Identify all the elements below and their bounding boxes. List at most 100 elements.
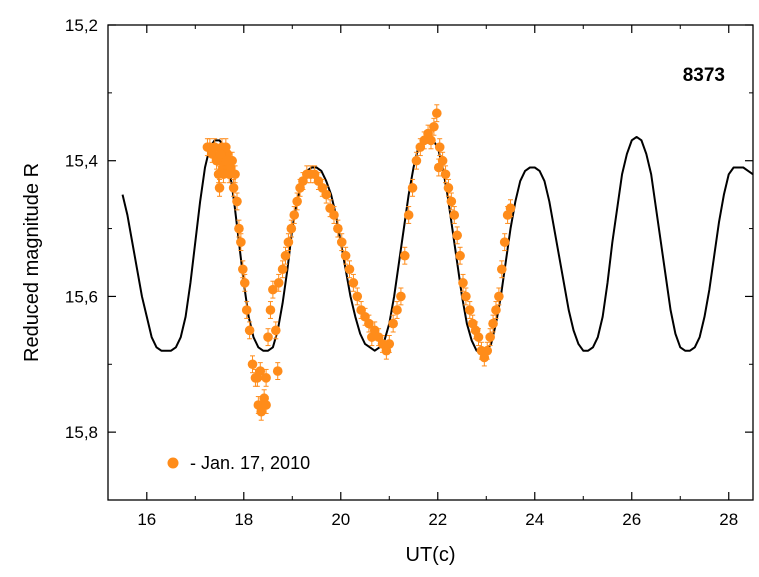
data-point <box>214 178 225 197</box>
plot-border <box>107 24 754 501</box>
data-point <box>433 158 444 177</box>
point-marker <box>464 305 475 315</box>
data-point <box>434 138 445 157</box>
point-marker <box>348 278 359 288</box>
data-point <box>263 328 273 347</box>
data-point <box>321 185 332 204</box>
point-marker <box>234 223 244 234</box>
data-point <box>461 287 471 306</box>
point-marker <box>396 291 406 302</box>
point-marker <box>283 237 294 247</box>
point-marker <box>485 332 495 342</box>
data-point <box>388 314 398 333</box>
x-tick-label: 22 <box>428 510 447 529</box>
point-marker <box>272 366 283 376</box>
data-point <box>364 314 374 333</box>
data-point <box>432 104 442 123</box>
data-point <box>473 328 484 347</box>
x-tick-label: 16 <box>137 510 156 529</box>
data-point <box>499 233 510 252</box>
data-point <box>392 301 402 319</box>
data-point <box>496 260 507 279</box>
point-marker <box>261 400 271 410</box>
point-marker <box>336 237 347 247</box>
data-point <box>411 151 422 170</box>
data-point <box>407 178 418 197</box>
data-point <box>455 246 465 265</box>
point-marker <box>446 196 457 207</box>
data-point <box>265 301 276 319</box>
data-point <box>209 138 220 157</box>
data-point <box>494 287 504 306</box>
point-marker <box>364 318 374 329</box>
data-point <box>384 335 395 353</box>
data-point <box>443 178 454 197</box>
data-point <box>348 273 359 292</box>
point-marker <box>344 264 355 275</box>
point-marker <box>499 237 510 247</box>
point-marker <box>241 305 252 315</box>
data-point <box>241 301 252 319</box>
data-point <box>329 206 339 224</box>
data-point <box>485 328 495 347</box>
data-point <box>505 199 516 218</box>
data-point <box>215 145 226 163</box>
observation-points <box>202 104 516 421</box>
point-marker <box>473 332 484 342</box>
data-point <box>277 260 288 279</box>
point-marker <box>407 183 418 193</box>
point-marker <box>340 250 351 261</box>
point-marker <box>215 149 226 159</box>
point-marker <box>388 318 398 329</box>
point-marker <box>209 142 220 152</box>
point-marker <box>440 169 451 180</box>
point-marker <box>333 223 343 234</box>
point-marker <box>239 278 250 288</box>
point-marker <box>443 183 454 193</box>
data-point <box>218 165 229 184</box>
data-point <box>283 233 294 252</box>
point-marker <box>218 169 229 180</box>
data-point <box>261 396 271 414</box>
data-point <box>491 301 501 319</box>
y-axis-title: Reduced magnitude R <box>21 163 43 362</box>
data-point <box>292 192 302 211</box>
data-point <box>344 260 355 279</box>
y-axis: 15,2 15,4 15,6 15,8 <box>65 16 753 442</box>
point-marker <box>268 284 278 295</box>
data-point <box>333 219 343 238</box>
data-point <box>426 131 436 150</box>
data-point <box>230 165 240 184</box>
data-point <box>464 301 475 319</box>
y-tick-label: 15,2 <box>65 16 98 35</box>
point-marker <box>458 278 468 288</box>
x-tick-label: 24 <box>525 510 544 529</box>
point-marker <box>488 318 498 329</box>
data-point <box>256 402 267 421</box>
data-point <box>289 206 300 224</box>
data-point <box>440 165 451 184</box>
data-point <box>232 192 242 211</box>
y-tick-label: 15,6 <box>65 287 98 306</box>
point-marker <box>230 169 240 180</box>
data-point <box>247 355 258 374</box>
point-marker <box>491 305 501 315</box>
data-point <box>336 233 347 252</box>
data-point <box>396 287 406 306</box>
data-point <box>449 206 460 224</box>
point-marker <box>426 135 436 146</box>
point-marker <box>270 325 281 336</box>
point-marker <box>247 359 258 370</box>
point-marker <box>461 291 471 302</box>
data-point <box>458 273 468 292</box>
point-marker <box>256 406 267 417</box>
point-marker <box>455 250 465 261</box>
x-tick-label: 18 <box>234 510 253 529</box>
x-tick-label: 26 <box>622 510 641 529</box>
data-point <box>429 117 439 136</box>
data-point <box>399 246 410 265</box>
legend-label: - Jan. 17, 2010 <box>190 453 310 473</box>
data-point <box>238 260 248 279</box>
data-point <box>239 273 250 292</box>
data-point <box>236 233 246 252</box>
